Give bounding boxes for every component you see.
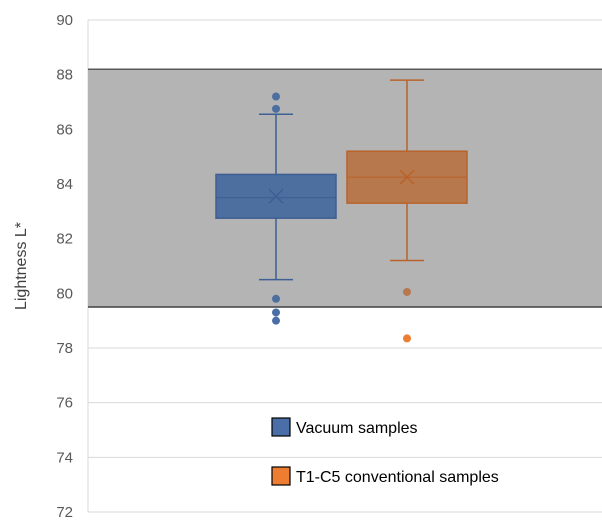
boxes [215, 79, 468, 343]
y-tick-label: 72 [56, 504, 73, 521]
y-tick-label: 80 [56, 285, 73, 302]
outlier-point [272, 104, 280, 113]
y-tick-label: 78 [56, 340, 73, 357]
y-tick-label: 88 [56, 67, 73, 84]
y-axis-tick-labels: 72 74 76 78 80 82 84 86 88 90 [56, 12, 73, 521]
outlier-point [272, 92, 280, 101]
outlier-point [403, 287, 411, 296]
legend-t1-c5-swatch [271, 466, 291, 486]
reference-band [88, 68, 602, 308]
outlier-point [272, 316, 280, 325]
reference-band-rect [88, 69, 602, 307]
mean-marker-b [399, 169, 415, 185]
y-tick-label: 86 [56, 121, 73, 138]
legend-t1-c5-label: T1-C5 conventional samples [296, 469, 499, 486]
y-tick-label: 82 [56, 231, 73, 248]
legend-vacuum-label: Vacuum samples [296, 420, 418, 437]
box-vacuum [215, 92, 337, 325]
box-t1-c5 [346, 79, 468, 343]
y-axis-label: Lightness L* [13, 222, 30, 310]
y-tick-label: 76 [56, 395, 73, 412]
legend: Vacuum samples T1-C5 conventional samples [271, 417, 499, 486]
y-tick-label: 74 [56, 449, 73, 466]
mean-marker-b [268, 188, 284, 204]
y-tick-label: 90 [56, 12, 73, 29]
legend-vacuum-swatch [271, 417, 291, 437]
outlier-point [272, 294, 280, 303]
outlier-point [403, 334, 411, 343]
outlier-point [272, 308, 280, 317]
y-tick-label: 84 [56, 176, 73, 193]
